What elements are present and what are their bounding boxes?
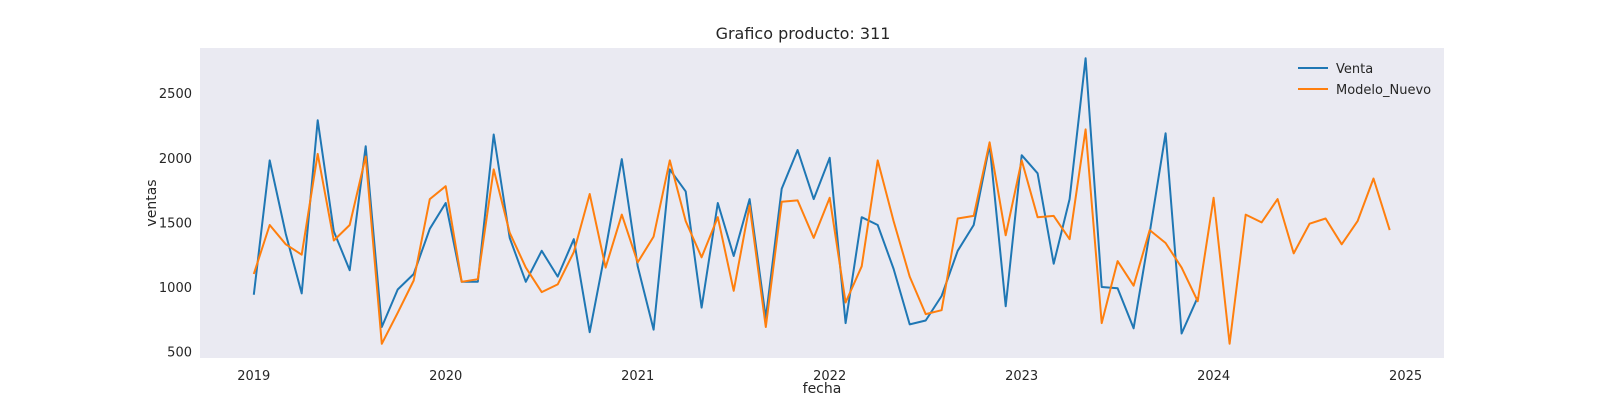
legend-label: Venta — [1336, 62, 1373, 77]
legend-label: Modelo_Nuevo — [1336, 83, 1431, 98]
plot-area — [200, 48, 1444, 358]
series-line-venta — [252, 57, 1199, 335]
y-tick-label: 2000 — [159, 152, 192, 167]
x-tick-label: 2022 — [813, 369, 846, 384]
y-axis-label: ventas — [144, 179, 160, 226]
x-tick-label: 2019 — [237, 369, 270, 384]
y-tick-label: 2500 — [159, 87, 192, 102]
x-axis-ticks: 2019 2020 2021 2022 2023 2024 2025 — [237, 369, 1422, 384]
x-axis-label: fecha — [803, 381, 842, 397]
chart-title: Grafico producto: 311 — [716, 24, 891, 43]
x-tick-label: 2023 — [1005, 369, 1038, 384]
series-line-modelo-nuevo — [252, 128, 1391, 345]
y-axis-ticks: 500 1000 1500 2000 2500 — [159, 87, 192, 360]
y-tick-label: 1000 — [159, 281, 192, 296]
y-tick-label: 500 — [167, 346, 192, 361]
x-tick-label: 2025 — [1389, 369, 1422, 384]
x-tick-label: 2024 — [1197, 369, 1230, 384]
x-tick-label: 2020 — [429, 369, 462, 384]
x-tick-label: 2021 — [621, 369, 654, 384]
legend: Venta Modelo_Nuevo — [1298, 62, 1431, 98]
y-tick-label: 1500 — [159, 216, 192, 231]
series-lines — [252, 57, 1391, 345]
